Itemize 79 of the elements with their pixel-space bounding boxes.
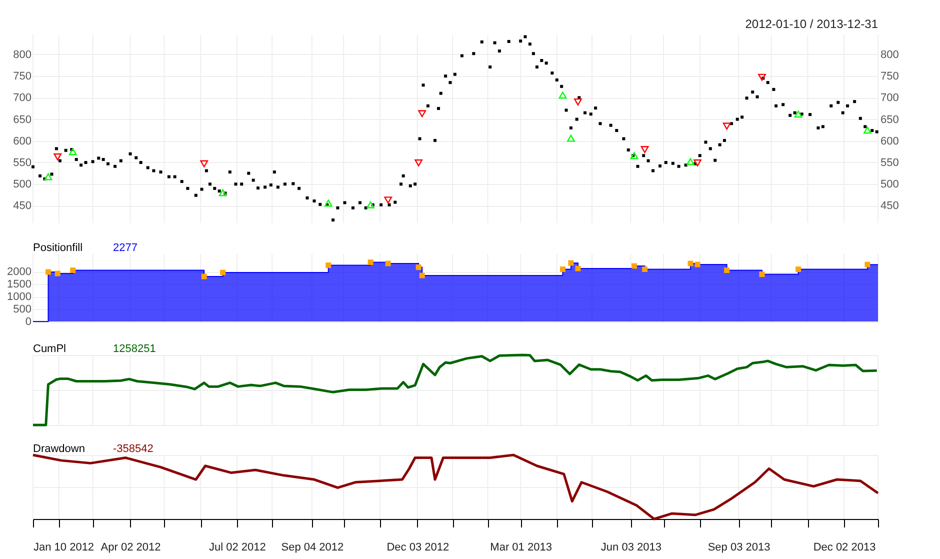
point xyxy=(796,266,802,272)
x-tick-label: Sep 03 2013 xyxy=(708,542,770,554)
point xyxy=(794,110,802,118)
y2-tick-label: 650 xyxy=(880,114,899,126)
y2-tick-label: 500 xyxy=(880,178,899,191)
point xyxy=(724,268,730,273)
x-tick-label: Mar 01 2013 xyxy=(490,542,552,554)
point xyxy=(54,270,60,276)
point xyxy=(385,260,391,266)
y-tick-label: 500 xyxy=(13,178,32,191)
y2-tick-label: 450 xyxy=(880,200,899,212)
point xyxy=(418,110,426,118)
point xyxy=(864,262,870,268)
point xyxy=(864,126,872,134)
y-tick-label: 650 xyxy=(13,114,32,126)
point xyxy=(640,146,649,154)
point xyxy=(366,201,374,208)
point xyxy=(416,264,422,270)
y-tick-label: 750 xyxy=(13,70,32,83)
y-tick-label: 450 xyxy=(13,200,32,212)
y2-tick-label: 600 xyxy=(880,135,899,148)
point xyxy=(220,270,226,276)
y2-tick-label: 700 xyxy=(880,92,899,104)
y-tick-label: 2000 xyxy=(7,266,32,278)
point xyxy=(558,92,567,99)
x-tick-label: Dec 03 2012 xyxy=(386,542,450,554)
y2-tick-label: 800 xyxy=(880,48,899,61)
point xyxy=(70,268,76,273)
point xyxy=(68,148,77,156)
point xyxy=(45,269,51,275)
point xyxy=(44,173,52,180)
y-tick-label: 800 xyxy=(13,48,32,61)
annotation: 1258251 xyxy=(113,343,156,355)
x-tick-label: Jun 03 2013 xyxy=(600,542,662,554)
y-tick-label: 600 xyxy=(13,135,32,148)
chart-subtitle: 2012-01-10 / 2013-12-31 xyxy=(745,17,878,31)
point xyxy=(575,266,581,272)
x-tick-label: Jul 02 2012 xyxy=(208,542,266,554)
point xyxy=(758,74,766,81)
point xyxy=(200,160,208,168)
point xyxy=(694,159,702,166)
x-tick-label: Apr 02 2012 xyxy=(100,542,161,554)
point xyxy=(759,272,765,277)
point xyxy=(414,159,423,166)
y-tick-label: 550 xyxy=(13,156,32,169)
y-tick-label: 0 xyxy=(25,316,32,328)
y2-tick-label: 750 xyxy=(880,70,899,83)
point xyxy=(324,200,332,207)
annotation: -358542 xyxy=(113,443,154,455)
y-tick-label: 500 xyxy=(13,304,32,316)
chart-title: Drawdown xyxy=(33,443,85,455)
point xyxy=(686,158,694,166)
text: 2277 xyxy=(113,242,138,254)
point xyxy=(630,152,638,160)
point xyxy=(694,262,700,268)
point xyxy=(384,196,392,204)
x-tick-label: Dec 02 2013 xyxy=(813,542,876,554)
point xyxy=(688,260,694,266)
point xyxy=(560,266,566,272)
point xyxy=(566,134,575,142)
point xyxy=(201,274,207,280)
y-tick-label: 1500 xyxy=(7,278,32,290)
point xyxy=(54,153,62,160)
x-tick-label: Jan 10 2012 xyxy=(34,542,94,554)
x-tick-label: Sep 04 2012 xyxy=(281,542,344,554)
point xyxy=(368,260,374,265)
point xyxy=(574,98,582,106)
point xyxy=(642,266,648,272)
point xyxy=(631,263,637,269)
point xyxy=(419,272,425,278)
point xyxy=(218,189,227,196)
point xyxy=(722,122,731,130)
point xyxy=(326,262,332,268)
y-tick-label: 700 xyxy=(13,92,32,104)
y-tick-label: 1000 xyxy=(7,291,32,303)
point xyxy=(568,260,574,266)
y2-tick-label: 550 xyxy=(880,156,899,169)
chart-title: CumPl xyxy=(33,343,66,355)
chart-title: Positionfill xyxy=(33,242,83,254)
